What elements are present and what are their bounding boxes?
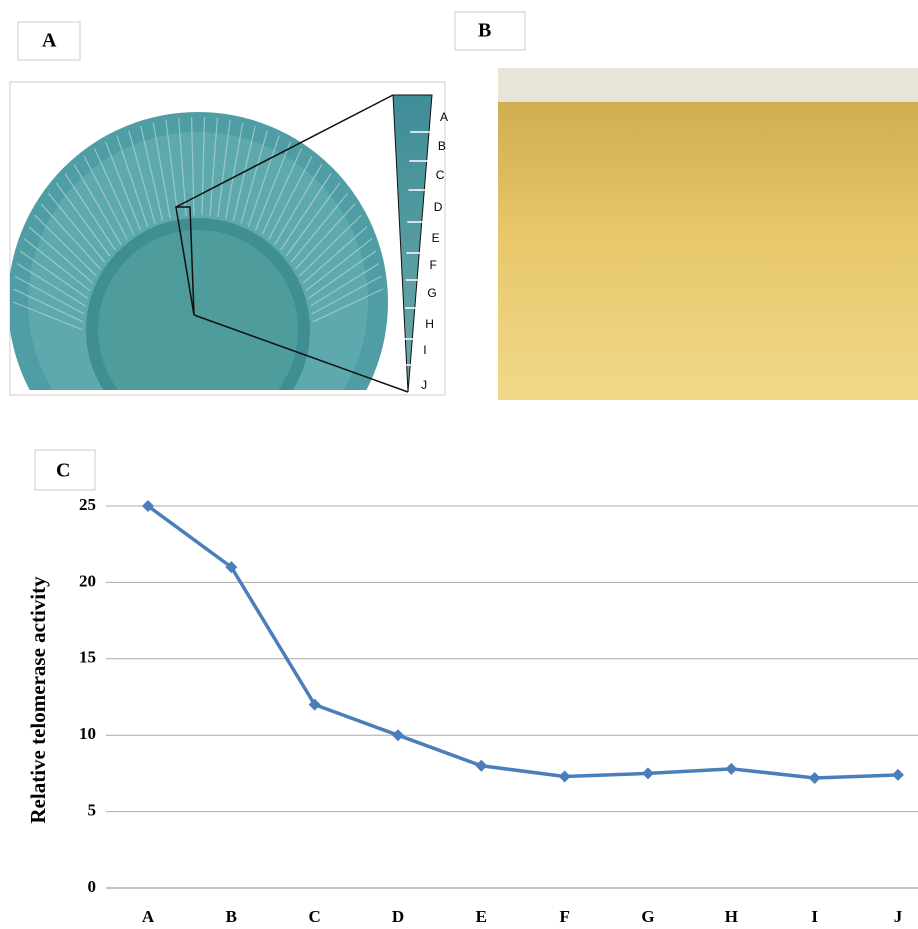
panel-label-box [34,449,96,491]
section-label: E [432,231,440,245]
marker [891,768,904,781]
ray [94,148,135,235]
section-label: I [423,343,426,357]
panel-letter: B [478,20,491,42]
x-tick-label: I [811,907,818,926]
ray [285,182,341,257]
ray [64,173,116,251]
ray [295,203,356,270]
marker [308,698,321,711]
x-tick-label: G [641,907,654,926]
tissue-section [10,112,388,390]
panel-label-box [454,11,526,51]
marker [808,771,821,784]
marker [558,770,571,783]
ray [16,263,86,307]
section-label: G [427,286,436,300]
ray [23,238,91,292]
x-tick-label: E [476,907,487,926]
ray [14,275,85,315]
y-axis-title: Relative telomerase activity [26,576,50,824]
y-tick-label: 10 [79,724,96,743]
ray [178,117,187,216]
marker [725,762,738,775]
ray [116,135,149,227]
series-line [146,504,899,780]
gel-image [498,68,918,400]
section-label: J [421,378,427,392]
ray [312,288,383,323]
section-label: C [436,168,445,182]
ray [310,263,380,307]
ray [299,214,362,277]
zoom-lines [175,94,409,393]
x-tick-label: B [226,907,237,926]
marker [641,767,654,780]
ray [201,117,206,216]
section-label: A [440,110,448,124]
ray [28,226,94,284]
ray [128,130,156,224]
y-tick-label: 20 [79,571,96,590]
ray [40,203,101,270]
y-tick-label: 5 [88,801,97,820]
section-label: D [434,200,443,214]
ray [209,117,218,216]
ray [217,119,231,217]
ray [302,226,368,284]
ray [274,164,323,245]
ray [254,141,292,231]
ray [47,192,106,263]
ray [73,164,122,245]
ray [104,141,142,231]
ray [308,250,377,299]
ray [225,122,244,219]
ray [13,288,84,323]
ray [165,119,179,217]
ray [232,125,256,221]
ray [247,135,280,227]
ray [268,155,313,240]
x-tick-label: J [894,907,903,926]
y-tick-label: 15 [79,648,96,667]
wedge [392,94,433,393]
panel-letter: A [42,30,57,52]
gel-well-area [498,68,918,102]
ray [311,275,382,315]
x-tick-label: A [142,907,155,926]
section-label: B [438,139,446,153]
section-label: H [425,317,434,331]
panel-letter: C [56,460,70,482]
marker [391,729,404,742]
ray [240,130,268,224]
panel-label-box [17,21,81,61]
ray [140,125,164,221]
x-tick-label: H [725,907,738,926]
ray [305,238,373,292]
ray [19,250,88,299]
marker [475,759,488,772]
ray [34,214,97,277]
ray [55,182,111,257]
ray [261,148,302,235]
marker [142,500,154,512]
ray [12,301,84,331]
section-label: F [430,258,437,272]
ray [152,122,171,219]
ray [280,173,332,251]
x-tick-label: C [309,907,321,926]
y-tick-label: 25 [79,495,96,514]
y-tick-label: 0 [88,877,97,896]
x-tick-label: F [559,907,569,926]
ray [83,155,128,240]
x-tick-label: D [392,907,404,926]
ray [290,192,349,263]
marker [225,561,238,574]
